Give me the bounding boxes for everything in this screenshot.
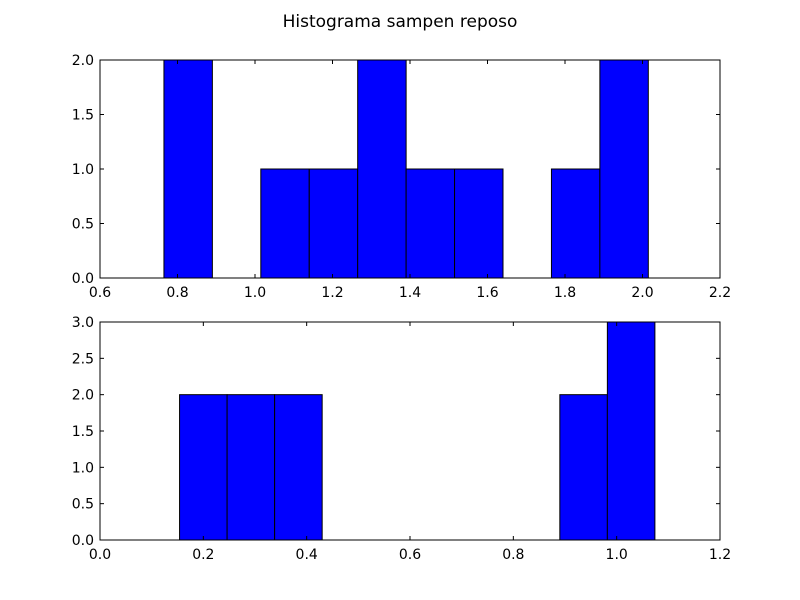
bottom-y-tick-label: 0.5 bbox=[72, 497, 94, 513]
top-x-tick-label: 2.2 bbox=[709, 285, 731, 301]
bottom-histogram-bar-0 bbox=[179, 394, 228, 541]
top-y-tick-label: 0.0 bbox=[72, 271, 94, 287]
bottom-y-tick-label: 2.5 bbox=[72, 351, 94, 367]
bottom-x-tick-label: 0.8 bbox=[502, 547, 524, 563]
bottom-y-tick-label: 3.0 bbox=[72, 315, 94, 331]
top-histogram-bar-5 bbox=[405, 168, 456, 279]
bottom-histogram-bar-1 bbox=[226, 394, 276, 541]
top-x-tick-label: 2.0 bbox=[631, 285, 653, 301]
top-histogram-bar-3 bbox=[308, 168, 359, 279]
top-histogram-bar-8 bbox=[550, 168, 601, 279]
bottom-y-tick-label: 0.0 bbox=[72, 533, 94, 549]
bottom-histogram-bar-9 bbox=[606, 321, 656, 541]
top-histogram-bar-6 bbox=[454, 168, 504, 279]
top-histogram-bar-0 bbox=[163, 59, 213, 279]
top-histogram-axes: 0.6 0.8 1.0 1.2 1.4 1.6 1.8 2.0 2.2 0.0 0.5 1.0 1.5 2… bbox=[72, 53, 731, 301]
top-histogram-bar-9 bbox=[599, 59, 649, 279]
figure-title: Histograma sampen reposo bbox=[283, 12, 518, 32]
bottom-x-tick-label: 0.0 bbox=[89, 547, 111, 563]
bottom-histogram-bar-2 bbox=[274, 394, 323, 541]
top-x-tick-label: 1.8 bbox=[554, 285, 576, 301]
bottom-y-tick-label: 1.5 bbox=[72, 424, 94, 440]
bottom-histogram-axes: 0.0 0.2 0.4 0.6 0.8 1.0 1.2 0.0 0.5 1.0 1.5 2.0 2.5 3… bbox=[72, 315, 731, 563]
top-x-tick-label: 1.4 bbox=[399, 285, 421, 301]
bottom-x-tick-label: 0.6 bbox=[399, 547, 421, 563]
bottom-y-tick-label: 2.0 bbox=[72, 388, 94, 404]
bottom-y-tick-label: 1.0 bbox=[72, 460, 94, 476]
top-x-tick-label: 1.6 bbox=[476, 285, 498, 301]
top-histogram-bar-2 bbox=[260, 168, 310, 279]
bottom-x-tick-label: 0.2 bbox=[192, 547, 214, 563]
bottom-histogram-bar-8 bbox=[559, 394, 608, 541]
top-x-tick-label: 0.8 bbox=[166, 285, 188, 301]
bottom-x-tick-label: 0.4 bbox=[296, 547, 318, 563]
top-x-tick-label: 1.0 bbox=[244, 285, 266, 301]
top-histogram-bar-4 bbox=[357, 59, 407, 279]
bottom-x-tick-label: 1.2 bbox=[709, 547, 731, 563]
top-y-tick-label: 1.0 bbox=[72, 162, 94, 178]
top-x-tick-label: 1.2 bbox=[321, 285, 343, 301]
top-x-tick-label: 0.6 bbox=[89, 285, 111, 301]
top-y-tick-label: 1.5 bbox=[72, 108, 94, 124]
bottom-x-tick-label: 1.0 bbox=[606, 547, 628, 563]
top-y-tick-label: 2.0 bbox=[72, 53, 94, 69]
top-y-tick-label: 0.5 bbox=[72, 217, 94, 233]
